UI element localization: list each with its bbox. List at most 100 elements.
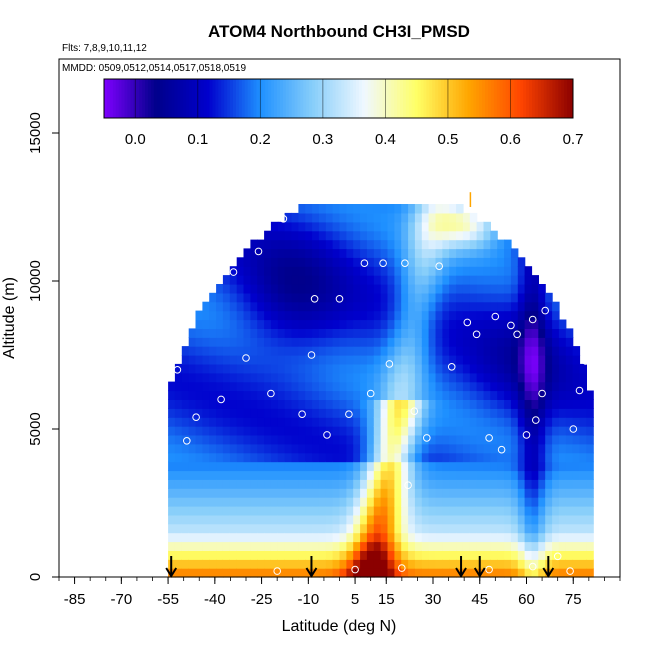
heatmap-cell (469, 559, 478, 569)
heatmap-cell (531, 479, 539, 489)
heatmap-cell (510, 550, 519, 560)
heatmap-cell (174, 506, 183, 516)
colorbar-segment (221, 79, 225, 118)
heatmap-cell (174, 443, 183, 454)
heatmap-cell (339, 497, 347, 507)
heatmap-cell (545, 363, 553, 374)
heatmap-cell (524, 497, 533, 507)
heatmap-cell (325, 426, 334, 436)
colorbar-segment (294, 79, 298, 118)
heatmap-cell (291, 221, 299, 232)
heatmap-cell (318, 470, 327, 480)
heatmap-cell (243, 319, 251, 329)
heatmap-cell (531, 275, 539, 285)
heatmap-cell (202, 541, 210, 551)
heatmap-cell (243, 514, 251, 525)
heatmap-cell (353, 488, 361, 498)
heatmap-cell (264, 408, 272, 418)
heatmap-cell (264, 417, 272, 427)
heatmap-cell (174, 514, 183, 525)
x-axis: -85 -70 -55 -40 -25 -10 5 15 30 45 60 75 (58, 577, 621, 608)
heatmap-cell (469, 248, 478, 258)
colorbar-segment (244, 79, 249, 118)
heatmap-cell (318, 452, 327, 463)
heatmap-cell (353, 284, 361, 294)
heatmap-cell (456, 257, 464, 267)
heatmap-cell (236, 497, 245, 507)
heatmap-cell (360, 301, 368, 312)
heatmap-cell (366, 434, 375, 445)
heatmap-cell (442, 434, 450, 445)
heatmap-cell (428, 248, 437, 258)
heatmap-cell (360, 390, 368, 400)
heatmap-cell (257, 390, 265, 400)
heatmap-cell (264, 532, 272, 543)
heatmap-cell (229, 363, 238, 374)
heatmap-cell (312, 248, 320, 258)
heatmap-cell (428, 363, 437, 374)
heatmap-cell (490, 310, 498, 321)
heatmap-cell (414, 230, 423, 241)
heatmap-cell (216, 355, 224, 365)
heatmap-cell (339, 532, 347, 543)
heatmap-cell (552, 479, 560, 489)
heatmap-cell (209, 355, 217, 365)
heatmap-cell (222, 514, 231, 525)
heatmap-cell (538, 355, 546, 365)
heatmap-cell (579, 426, 587, 436)
heatmap-cell (504, 479, 512, 489)
colorbar-segment (444, 79, 448, 118)
heatmap-cell (510, 443, 519, 454)
heatmap-cell (181, 434, 190, 445)
heatmap-cell (257, 292, 265, 303)
heatmap-cell (490, 443, 498, 454)
heatmap-cell (572, 434, 581, 445)
colorbar-segment (461, 79, 466, 118)
heatmap-cell (298, 434, 306, 445)
heatmap-cell (586, 541, 594, 551)
heatmap-cell (202, 355, 210, 365)
heatmap-cell (545, 399, 553, 409)
heatmap-cell (305, 443, 313, 454)
heatmap-cell (565, 417, 574, 427)
colorbar-segment (417, 79, 422, 118)
heatmap-cell (339, 310, 347, 321)
heatmap-cell (291, 479, 299, 489)
heatmap-cell (181, 532, 190, 543)
heatmap-cell (250, 284, 258, 294)
heatmap-cell (504, 239, 512, 250)
heatmap-cell (353, 434, 361, 445)
heatmap-cell (373, 248, 382, 258)
heatmap-cell (339, 470, 347, 480)
heatmap-cell (483, 230, 491, 241)
heatmap-cell (531, 417, 539, 427)
heatmap-cell (524, 346, 533, 356)
heatmap-cell (318, 497, 327, 507)
sample-point (366, 389, 375, 398)
colorbar-segment (268, 79, 272, 118)
heatmap-cell (558, 443, 567, 454)
heatmap-cell (510, 310, 519, 321)
heatmap-cell (243, 488, 251, 498)
heatmap-cell (222, 275, 231, 285)
heatmap-cell (257, 284, 265, 294)
heatmap-cell (414, 301, 423, 312)
heatmap-cell (545, 479, 553, 489)
heatmap-cell (222, 550, 231, 560)
heatmap-cell (552, 355, 560, 365)
heatmap-cell (586, 532, 594, 543)
heatmap-cell (531, 550, 539, 560)
heatmap-cell (277, 257, 286, 267)
heatmap-cell (387, 550, 395, 560)
heatmap-cell (168, 497, 176, 507)
heatmap-cell (435, 550, 443, 560)
heatmap-cell (586, 390, 594, 400)
heatmap-cell (195, 328, 203, 338)
heatmap-cell (339, 230, 347, 241)
heatmap-cell (257, 541, 265, 551)
heatmap-cell (305, 319, 313, 329)
colorbar-segment (174, 79, 178, 118)
heatmap-cell (353, 372, 361, 383)
heatmap-cell (353, 390, 361, 400)
heatmap-cell (476, 230, 485, 241)
